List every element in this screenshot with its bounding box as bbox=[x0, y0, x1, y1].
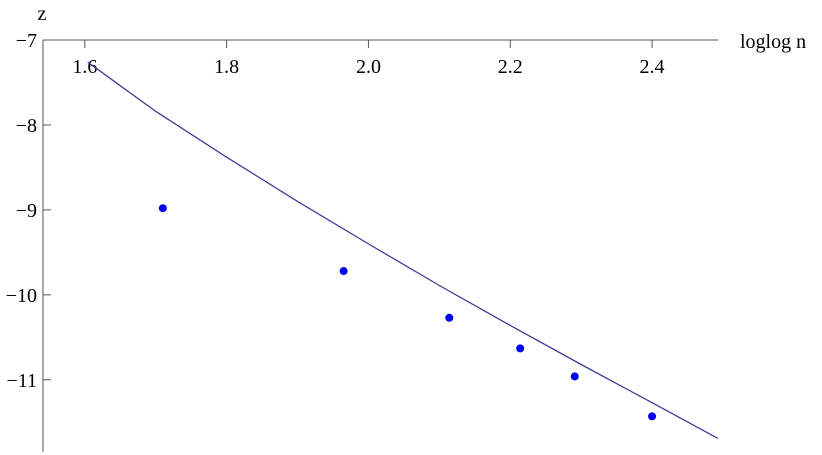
data-point bbox=[339, 267, 348, 276]
data-point bbox=[445, 313, 454, 322]
curve bbox=[87, 61, 719, 439]
x-tick-label: 2.0 bbox=[356, 56, 381, 78]
x-axis-label: loglog n bbox=[740, 31, 806, 53]
y-tick-label: −8 bbox=[16, 115, 37, 137]
x-tick-label: 2.2 bbox=[498, 56, 523, 78]
data-point bbox=[648, 412, 657, 421]
y-axis-label: z bbox=[38, 3, 47, 25]
x-tick-label: 1.8 bbox=[214, 56, 239, 78]
x-tick-label: 2.4 bbox=[640, 56, 665, 78]
y-tick-label: −7 bbox=[16, 30, 37, 52]
data-point bbox=[570, 372, 579, 381]
y-tick-label: −11 bbox=[6, 370, 37, 392]
y-tick-label: −9 bbox=[16, 200, 37, 222]
y-tick-label: −10 bbox=[6, 285, 37, 307]
x-tick-label: 1.6 bbox=[72, 56, 97, 78]
data-point bbox=[158, 204, 167, 213]
data-point bbox=[516, 344, 525, 353]
